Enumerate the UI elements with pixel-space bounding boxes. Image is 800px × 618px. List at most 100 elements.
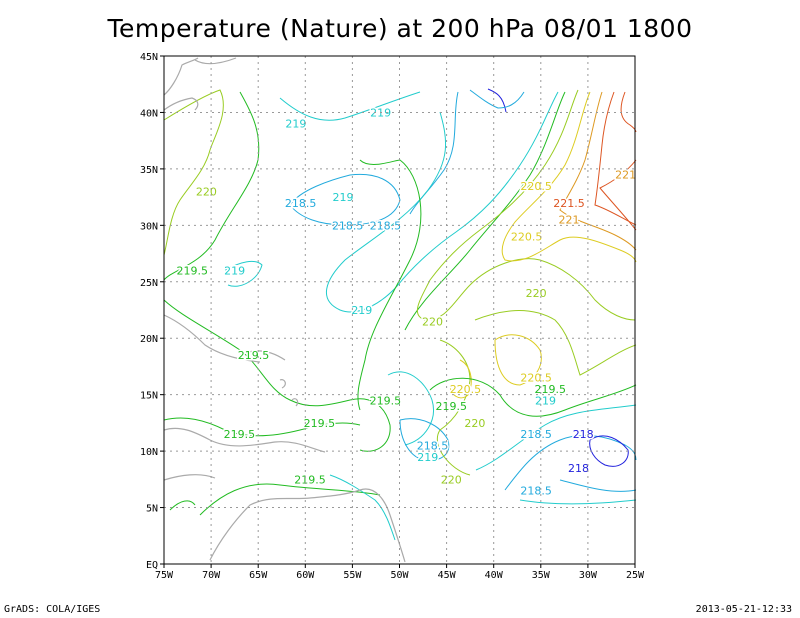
contour-line	[594, 91, 637, 226]
contour-line	[504, 435, 637, 491]
contour-line	[449, 359, 472, 399]
contour-line	[494, 334, 542, 386]
contour-line	[357, 159, 422, 411]
x-tick-label: 75W	[155, 570, 174, 581]
contour-label: 219.5	[534, 383, 566, 396]
contour-line	[387, 371, 434, 446]
contour-line	[163, 417, 361, 437]
contour-line	[199, 483, 381, 516]
contour-line	[487, 88, 507, 113]
contour-label: 218.5	[520, 428, 552, 441]
contour-label: 219	[285, 118, 306, 131]
contour-line	[163, 299, 351, 407]
coastline	[209, 488, 406, 563]
contour-line	[409, 91, 459, 215]
contour-label: 220	[464, 417, 485, 430]
contour-label: 220	[196, 185, 217, 198]
coastline	[279, 379, 286, 389]
contour-line	[519, 499, 637, 505]
contour-label: 218.5	[417, 439, 449, 452]
contour-label: 219	[351, 304, 372, 317]
coastline	[163, 57, 199, 96]
contour-line	[429, 377, 637, 417]
contour-label: 221	[559, 214, 580, 227]
contour-label: 218	[568, 462, 589, 475]
contour-label: 220.5	[450, 383, 482, 396]
coastline	[163, 427, 326, 453]
contour-line	[169, 500, 196, 511]
contour-label: 219	[224, 264, 245, 277]
contour-label: 219.5	[238, 349, 270, 362]
contour-label: 219.5	[370, 394, 402, 407]
contour-lines	[163, 88, 637, 541]
contour-line	[469, 89, 525, 109]
y-tick-label: 20N	[140, 334, 158, 345]
contour-label: 219.5	[177, 264, 209, 277]
contour-label: 219	[332, 191, 353, 204]
contour-label: 221.5	[553, 197, 585, 210]
contour-line	[325, 91, 559, 313]
axis-ticks: 75W 70W 65W 60W 55W 50W 45W 40W 35W 30W 25W 45N 40N 3…	[140, 52, 645, 581]
y-tick-label: 25N	[140, 278, 158, 289]
contour-line	[589, 435, 629, 467]
x-tick-label: 70W	[202, 570, 221, 581]
contour-label: 219	[535, 394, 556, 407]
contour-label: 219.5	[294, 473, 326, 486]
contour-label: 219.5	[224, 428, 256, 441]
x-tick-label: 55W	[343, 570, 362, 581]
y-tick-label: 40N	[140, 108, 158, 119]
contour-line	[224, 260, 263, 287]
contour-line	[475, 404, 637, 471]
contour-label: 218	[573, 428, 594, 441]
contour-line	[329, 474, 396, 541]
contour-label: 219.5	[436, 400, 468, 413]
contour-label: 218.5	[332, 219, 364, 232]
coastline	[239, 350, 286, 361]
contour-line	[436, 339, 471, 476]
contour-label: 219	[417, 451, 438, 464]
contour-label: 220.5	[511, 231, 543, 244]
contour-label: 218.5	[520, 485, 552, 498]
coastline	[194, 57, 237, 65]
x-tick-label: 40W	[485, 570, 504, 581]
y-tick-label: 30N	[140, 221, 158, 232]
y-tick-label: 10N	[140, 447, 158, 458]
contour-label: 221	[615, 169, 636, 182]
x-tick-label: 45W	[438, 570, 457, 581]
contour-label: 220.5	[520, 372, 552, 385]
contour-line	[163, 89, 224, 256]
contour-label: 220	[422, 315, 443, 328]
contour-line	[349, 398, 391, 452]
contour-line	[559, 479, 637, 492]
y-tick-label: 5N	[146, 504, 158, 515]
y-tick-label: 35N	[140, 165, 158, 176]
y-tick-label: EQ	[146, 560, 158, 571]
y-tick-label: 45N	[140, 52, 158, 63]
footer-credit: GrADS: COLA/IGES	[4, 604, 101, 615]
x-tick-label: 60W	[296, 570, 315, 581]
contour-line	[559, 91, 637, 251]
contour-line	[404, 91, 566, 331]
contour-line	[279, 91, 421, 121]
contour-line	[501, 91, 637, 263]
lat-lon-grid	[164, 56, 635, 564]
x-tick-label: 30W	[579, 570, 598, 581]
contour-line	[416, 89, 636, 321]
contour-label: 218.5	[370, 219, 402, 232]
coastline	[163, 474, 216, 481]
x-tick-label: 25W	[626, 570, 645, 581]
coastline	[163, 314, 261, 363]
contour-line	[163, 91, 260, 281]
y-tick-label: 15N	[140, 391, 158, 402]
x-tick-label: 50W	[390, 570, 409, 581]
contour-label: 220.5	[520, 180, 552, 193]
x-tick-label: 65W	[249, 570, 268, 581]
contour-label: 220	[441, 473, 462, 486]
contour-label: 218.5	[285, 197, 317, 210]
x-tick-label: 35W	[532, 570, 551, 581]
contour-line	[289, 173, 401, 226]
contour-label: 219.5	[304, 417, 336, 430]
contour-line	[474, 310, 637, 376]
